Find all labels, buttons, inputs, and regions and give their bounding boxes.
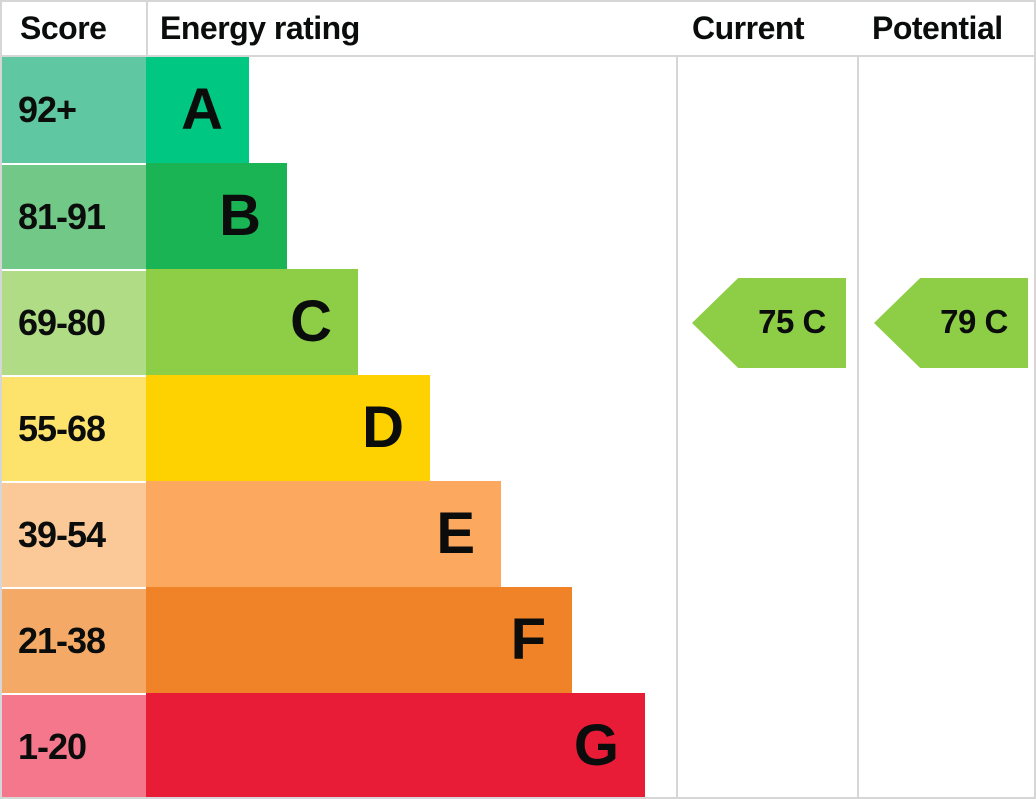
band-row-g: 1-20 G bbox=[2, 693, 1034, 797]
rating-bar-c: C bbox=[146, 269, 358, 375]
grade-letter-e: E bbox=[436, 501, 475, 566]
score-range-c: 69-80 bbox=[2, 269, 146, 375]
band-row-b: 81-91 B bbox=[2, 163, 1034, 269]
score-range-a: 92+ bbox=[2, 57, 146, 163]
band-row-f: 21-38 F bbox=[2, 587, 1034, 693]
grade-letter-b: B bbox=[219, 183, 261, 248]
rating-bar-b: B bbox=[146, 163, 287, 269]
band-row-d: 55-68 D bbox=[2, 375, 1034, 481]
rating-bar-d: D bbox=[146, 375, 430, 481]
current-column-divider bbox=[676, 2, 678, 797]
rating-bar-f: F bbox=[146, 587, 572, 693]
chart-header: Score Energy rating Current Potential bbox=[2, 2, 1034, 57]
score-range-b: 81-91 bbox=[2, 163, 146, 269]
grade-letter-a: A bbox=[181, 77, 223, 142]
rating-bar-g: G bbox=[146, 693, 645, 797]
header-score-label: Score bbox=[20, 10, 107, 46]
grade-letter-c: C bbox=[290, 289, 332, 354]
score-range-f: 21-38 bbox=[2, 587, 146, 693]
grade-letter-g: G bbox=[573, 713, 619, 778]
band-row-c: 69-80 C bbox=[2, 269, 1034, 375]
header-potential-label: Potential bbox=[872, 10, 1003, 46]
potential-rating-label: 79 C bbox=[940, 303, 1008, 341]
rating-bar-e: E bbox=[146, 481, 501, 587]
header-current-label: Current bbox=[692, 10, 805, 46]
current-rating-label: 75 C bbox=[758, 303, 826, 341]
grade-letter-d: D bbox=[362, 395, 404, 460]
rating-bar-a: A bbox=[146, 57, 249, 163]
band-row-e: 39-54 E bbox=[2, 481, 1034, 587]
score-range-e: 39-54 bbox=[2, 481, 146, 587]
potential-rating-arrow: 79 C bbox=[874, 278, 1028, 368]
score-column-divider bbox=[146, 2, 148, 55]
score-range-g: 1-20 bbox=[2, 693, 146, 797]
band-row-a: 92+ A bbox=[2, 57, 1034, 163]
grade-letter-f: F bbox=[510, 607, 546, 672]
score-range-d: 55-68 bbox=[2, 375, 146, 481]
header-rating-label: Energy rating bbox=[160, 10, 360, 46]
potential-column-divider bbox=[857, 2, 859, 797]
